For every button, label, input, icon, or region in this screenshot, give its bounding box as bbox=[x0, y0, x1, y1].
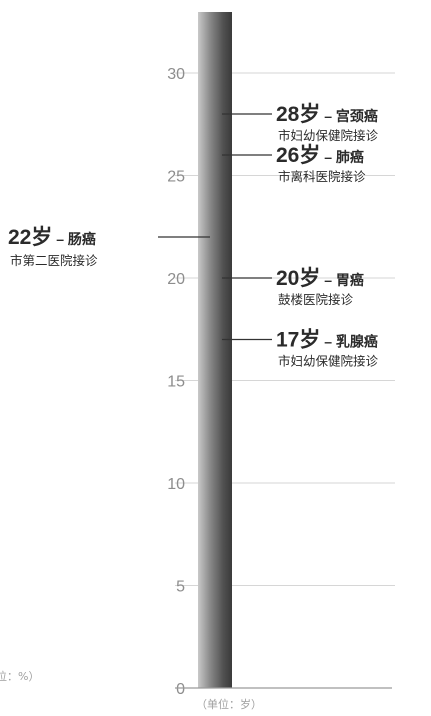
annotation-title: 20岁 – 胃癌 bbox=[276, 266, 364, 290]
disease-name: – 肺癌 bbox=[320, 149, 364, 165]
tick-label-25: 25 bbox=[167, 169, 185, 186]
age-value: 28岁 bbox=[276, 102, 320, 126]
hospital-name: 市妇幼保健院接诊 bbox=[278, 354, 379, 369]
hospital-name: 市妇幼保健院接诊 bbox=[278, 128, 379, 143]
annotation-title: 26岁 – 肺癌 bbox=[276, 143, 364, 167]
tick-labels: 0 5 10 15 20 25 30 bbox=[167, 66, 185, 698]
age-value: 17岁 bbox=[276, 328, 320, 352]
annotation-title: 28岁 – 宫颈癌 bbox=[276, 102, 378, 126]
tick-label-0: 0 bbox=[176, 681, 185, 698]
annotation-title: 17岁 – 乳腺癌 bbox=[276, 328, 378, 352]
tick-label-30: 30 bbox=[167, 66, 185, 83]
tick-label-5: 5 bbox=[176, 579, 185, 596]
hospital-name: 鼓楼医院接诊 bbox=[278, 292, 354, 307]
annotation-title: 22岁 – 肠癌 bbox=[8, 225, 96, 249]
hospital-name: 市离科医院接诊 bbox=[278, 169, 366, 184]
age-value: 20岁 bbox=[276, 266, 320, 290]
disease-name: – 乳腺癌 bbox=[320, 334, 378, 350]
disease-name: – 胃癌 bbox=[320, 272, 364, 288]
hospital-name: 市第二医院接诊 bbox=[10, 253, 98, 268]
tick-label-20: 20 bbox=[167, 271, 185, 288]
tick-label-10: 10 bbox=[167, 476, 185, 493]
disease-name: – 宫颈癌 bbox=[320, 108, 378, 124]
age-value: 22岁 bbox=[8, 225, 52, 249]
disease-name: – 肠癌 bbox=[52, 231, 96, 247]
age-value: 26岁 bbox=[276, 143, 320, 167]
tick-label-15: 15 bbox=[167, 374, 185, 391]
age-scale-bar bbox=[198, 12, 232, 688]
unit-label: （单位：岁） bbox=[196, 697, 262, 711]
left-cut-unit-label: 位：%） bbox=[0, 669, 39, 683]
